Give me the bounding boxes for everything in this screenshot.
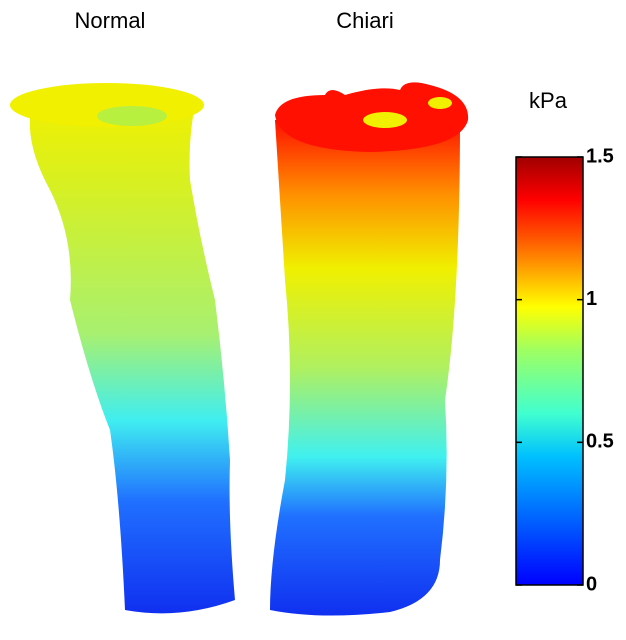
tick-label: 0 xyxy=(586,573,597,595)
tick-label: 0.5 xyxy=(586,431,614,453)
colorbar-label: kPa xyxy=(529,88,568,113)
colorbar xyxy=(515,156,584,586)
panel-label: Chiari xyxy=(336,8,393,33)
tick-label: 1 xyxy=(586,288,597,310)
panel-label: Normal xyxy=(75,8,146,33)
chiari-model xyxy=(270,82,469,616)
tick-label: 1.5 xyxy=(586,145,614,167)
normal-model xyxy=(10,83,236,614)
